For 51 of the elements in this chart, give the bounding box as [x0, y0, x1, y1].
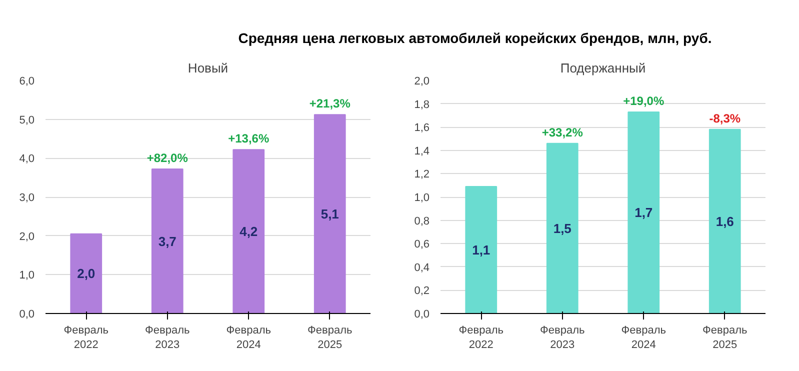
- bar: [314, 114, 346, 314]
- data-label: 4,2: [240, 224, 258, 240]
- y-tick-label: 2,0: [414, 76, 430, 88]
- data-label: 1,7: [634, 205, 653, 220]
- x-tick-label: Февраль 2023: [145, 324, 190, 351]
- y-tick-label: 0,6: [414, 238, 430, 251]
- data-label: 5,1: [320, 206, 339, 222]
- x-tick-label: Февраль 2025: [308, 324, 352, 351]
- y-tick-label: 3,0: [19, 192, 35, 204]
- y-tick-label: 0,4: [414, 262, 430, 274]
- bar: [708, 128, 741, 314]
- annotation: +13,6%: [228, 132, 270, 146]
- y-tick-label: 1,0: [19, 270, 35, 282]
- x-tick-label: Февраль 2022: [64, 324, 109, 351]
- y-tick-label: 1,2: [414, 168, 430, 181]
- y-tick-label: 1,8: [414, 98, 430, 111]
- bar: [232, 149, 265, 314]
- chart-title: Подержанный: [560, 60, 646, 76]
- y-tick-label: 5,0: [19, 114, 35, 126]
- data-label: 1,6: [716, 214, 734, 229]
- annotation: +33,2%: [542, 125, 584, 140]
- y-tick-label: 0,8: [414, 215, 430, 228]
- y-tick-label: 0,2: [414, 285, 430, 298]
- x-tick-label: Февраль 2022: [458, 324, 504, 351]
- annotation: +21,3%: [309, 96, 351, 111]
- bar: [465, 186, 498, 314]
- data-label: 3,7: [158, 234, 176, 249]
- bar: [628, 111, 660, 314]
- y-tick-label: 0,0: [19, 308, 35, 320]
- x-tick-label: Февраль 2023: [540, 324, 585, 351]
- y-tick-label: 2,0: [19, 230, 35, 243]
- y-tick-label: 1,4: [414, 145, 430, 158]
- bar: [546, 142, 578, 314]
- text: Средняя цена легковых автомобилей корейских брендов, млн, руб.: [238, 29, 712, 48]
- bar: [151, 168, 184, 314]
- y-tick-label: 0,0: [414, 308, 430, 320]
- data-label: 1,5: [553, 220, 572, 236]
- x-tick-label: Февраль 2024: [621, 324, 666, 351]
- annotation: +19,0%: [623, 94, 664, 108]
- bar: [70, 233, 102, 314]
- data-label: 1,1: [472, 242, 490, 258]
- annotation: -8,3%: [709, 111, 741, 126]
- y-tick-label: 4,0: [19, 153, 35, 166]
- y-tick-label: 1,0: [414, 192, 430, 204]
- x-tick-label: Февраль 2025: [702, 324, 748, 351]
- y-tick-label: 6,0: [19, 76, 35, 88]
- chart-title: Новый: [188, 60, 228, 76]
- x-tick-label: Февраль 2024: [226, 324, 272, 351]
- data-label: 2,0: [77, 266, 96, 282]
- y-tick-label: 1,6: [414, 122, 430, 134]
- annotation: +82,0%: [146, 151, 188, 166]
